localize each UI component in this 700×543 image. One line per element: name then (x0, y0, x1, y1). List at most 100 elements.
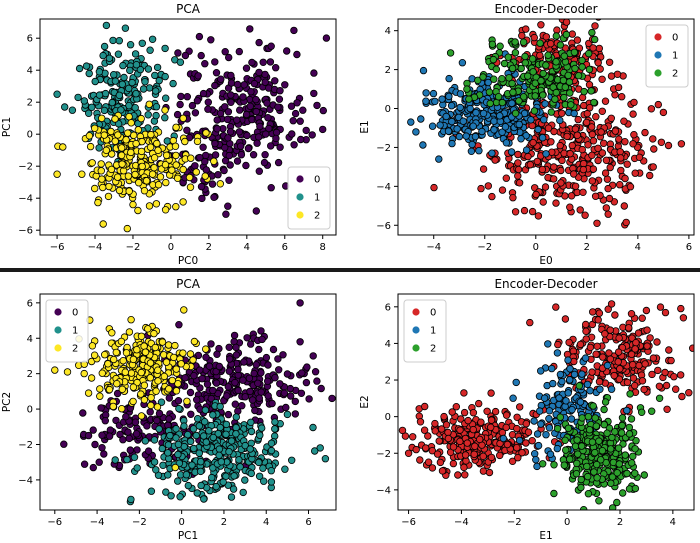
scatter-point (570, 170, 578, 178)
scatter-point (449, 443, 458, 451)
scatter-point (522, 25, 530, 33)
x-tick-label: 0 (533, 242, 539, 253)
bottom-row: −6 −4 −2 0 2 4 6 −4 −2 0 2 4 6 PCA PC1 PC2 0 1 2 −6 −4 −2 0 2 4−… (0, 272, 700, 543)
scatter-point (176, 493, 184, 501)
scatter-point (643, 342, 651, 350)
scatter-point (322, 34, 331, 42)
scatter-point (126, 66, 134, 75)
scatter-point (117, 337, 126, 346)
scatter-point (255, 38, 263, 47)
scatter-point (514, 172, 522, 180)
scatter-point (456, 426, 464, 434)
scatter-point (214, 170, 222, 179)
scatter-point (629, 374, 638, 382)
scatter-point (153, 403, 162, 411)
scatter-point (557, 179, 565, 187)
scatter-point (152, 466, 160, 474)
scatter-point (221, 103, 229, 111)
scatter-point (249, 150, 258, 159)
scatter-point (618, 414, 627, 422)
scatter-point (161, 72, 169, 81)
scatter-point (546, 450, 555, 458)
scatter-point (519, 93, 528, 101)
scatter-point (205, 427, 213, 435)
scatter-point (282, 403, 290, 412)
scatter-point (561, 315, 570, 323)
y-tick-label: 0 (385, 412, 391, 423)
scatter-point (114, 50, 123, 58)
scatter-point (539, 198, 547, 206)
scatter-point (521, 52, 529, 61)
scatter-point (288, 130, 296, 138)
scatter-point (661, 308, 670, 317)
scatter-point (232, 430, 240, 438)
scatter-point (537, 420, 545, 428)
scatter-point (515, 120, 523, 129)
scatter-point (283, 410, 292, 419)
scatter-point (111, 137, 119, 145)
scatter-point (486, 99, 494, 108)
scatter-point (539, 460, 547, 468)
scatter-point (255, 472, 264, 480)
scatter-point (456, 103, 464, 112)
scatter-point (99, 51, 107, 60)
series-0 (398, 300, 694, 479)
scatter-point (566, 149, 574, 158)
scatter-point (561, 83, 569, 91)
scatter-point (161, 94, 170, 102)
scatter-point (105, 54, 114, 62)
scatter-point (220, 166, 228, 175)
scatter-point (604, 210, 612, 218)
legend-label-0: 0 (672, 33, 678, 44)
scatter-point (121, 368, 129, 376)
scatter-point (191, 162, 199, 170)
scatter-point (235, 456, 243, 464)
scatter-point (195, 422, 203, 430)
scatter-point (588, 28, 596, 37)
scatter-point (224, 53, 233, 62)
scatter-point (640, 471, 648, 479)
scatter-point (211, 151, 220, 159)
y-tick-label: −6 (376, 221, 391, 232)
scatter-point (109, 402, 117, 411)
scatter-point (104, 360, 112, 368)
scatter-point (593, 342, 601, 350)
scatter-point (475, 399, 483, 408)
scatter-point (174, 49, 182, 57)
scatter-point (176, 58, 185, 66)
scatter-point (199, 432, 208, 440)
scatter-point (435, 155, 443, 163)
scatter-point (470, 450, 478, 458)
scatter-point (113, 379, 121, 388)
scatter-point (614, 83, 623, 92)
scatter-point (158, 338, 167, 346)
scatter-point (233, 116, 241, 124)
scatter-point (164, 471, 172, 479)
scatter-point (281, 81, 289, 89)
x-tick-label: 4 (263, 517, 269, 528)
scatter-point (293, 99, 301, 107)
scatter-point (378, 92, 385, 99)
scatter-point (192, 168, 200, 176)
scatter-point (261, 150, 269, 159)
scatter-point (133, 345, 141, 354)
x-tick-label: −4 (88, 242, 103, 253)
scatter-point (556, 116, 564, 125)
scatter-point (585, 425, 594, 434)
scatter-point (216, 423, 224, 432)
scatter-point (311, 447, 319, 455)
scatter-point (469, 408, 478, 417)
scatter-point (272, 134, 280, 143)
scatter-point (242, 110, 251, 119)
scatter-point (259, 464, 267, 472)
scatter-point (496, 439, 504, 448)
scatter-point (578, 414, 586, 422)
scatter-point (260, 477, 268, 485)
scatter-point (555, 394, 563, 402)
scatter-point (475, 146, 483, 155)
scatter-point (144, 65, 153, 73)
scatter-point (404, 449, 413, 457)
scatter-point (532, 455, 540, 464)
scatter-point (424, 432, 432, 440)
legend-marker-1 (654, 51, 662, 59)
